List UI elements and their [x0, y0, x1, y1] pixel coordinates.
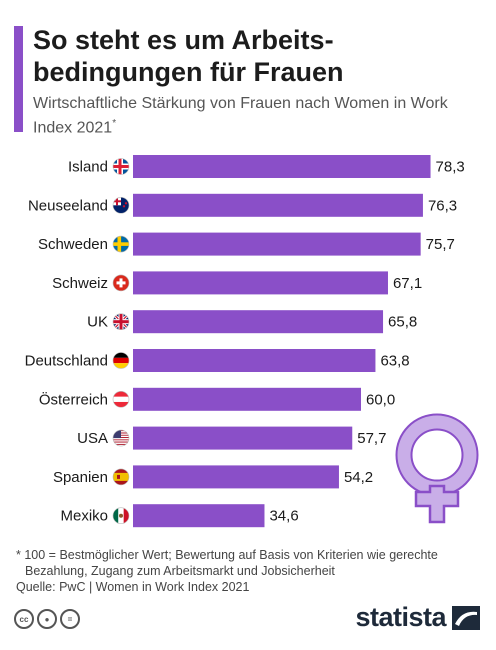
category-label-3: Schweiz: [52, 275, 108, 292]
category-label-1: Neuseeland: [28, 197, 108, 214]
subtitle-text: Wirtschaftliche Stärkung von Frauen nach…: [33, 95, 448, 137]
value-label-7: 57,7: [357, 430, 386, 447]
bar-4: [133, 310, 384, 334]
value-label-9: 34,6: [269, 508, 298, 525]
bar-8: [133, 465, 339, 489]
cc-icon[interactable]: cc: [14, 609, 34, 629]
brand-name: statista: [355, 602, 446, 632]
venus-symbol-icon: [395, 413, 479, 524]
footnote: * 100 = Bestmöglicher Wert; Bewertung au…: [16, 547, 486, 579]
footnote-line-2: Bezahlung, Zugang zum Arbeitsmarkt und J…: [25, 564, 335, 578]
category-label-8: Spanien: [53, 469, 108, 486]
value-label-8: 54,2: [344, 469, 373, 486]
nd-icon[interactable]: =: [60, 609, 80, 629]
chart-title: So steht es um Arbeits- bedingungen für …: [33, 25, 344, 87]
subtitle-footnote-mark: *: [112, 118, 117, 129]
title-accent-bar: [14, 26, 23, 132]
flag-mexico-icon: [112, 507, 130, 525]
statista-logo-icon: [452, 605, 480, 630]
category-label-2: Schweden: [38, 236, 108, 253]
statista-logo[interactable]: statista: [355, 602, 480, 633]
category-label-0: Island: [68, 159, 108, 176]
bar-chart: Island 78,3 Neuseeland 76,3 Schweden 75,7 Schw…: [25, 155, 479, 528]
chart-subtitle: Wirtschaftliche Stärkung von Frauen nach…: [33, 94, 453, 138]
value-label-2: 75,7: [426, 236, 455, 253]
bar-9: [133, 504, 265, 528]
flag-spain-icon: [112, 468, 130, 486]
bar-2: [133, 232, 421, 256]
flag-austria-icon: [112, 390, 130, 408]
flag-germany-icon: [112, 352, 130, 369]
bar-6: [133, 387, 361, 411]
category-label-6: Österreich: [39, 390, 108, 408]
value-label-4: 65,8: [388, 314, 417, 331]
value-label-3: 67,1: [393, 275, 422, 292]
category-label-4: UK: [87, 314, 108, 331]
flag-iceland-icon: [112, 158, 130, 175]
flag-sweden-icon: [112, 235, 130, 253]
bar-3: [133, 271, 388, 295]
value-label-6: 60,0: [366, 391, 395, 408]
bar-0: [133, 155, 431, 178]
category-label-7: USA: [77, 430, 108, 447]
category-label-9: Mexiko: [60, 508, 108, 525]
value-label-0: 78,3: [436, 159, 465, 176]
bar-5: [133, 349, 376, 372]
flag-new-zealand-icon: [112, 197, 130, 214]
flag-uk-icon: [112, 313, 130, 331]
by-icon[interactable]: ●: [37, 609, 57, 629]
flag-usa-icon: [112, 429, 130, 447]
license-icons[interactable]: cc ● =: [14, 609, 80, 629]
flag-switzerland-icon: [112, 274, 130, 292]
footnote-line-1: * 100 = Bestmöglicher Wert; Bewertung au…: [16, 548, 438, 562]
source-note: Quelle: PwC | Women in Work Index 2021: [16, 580, 250, 594]
value-label-1: 76,3: [428, 197, 457, 214]
value-label-5: 63,8: [380, 353, 409, 370]
bar-1: [133, 193, 423, 217]
bar-7: [133, 426, 353, 450]
category-label-5: Deutschland: [25, 353, 108, 370]
